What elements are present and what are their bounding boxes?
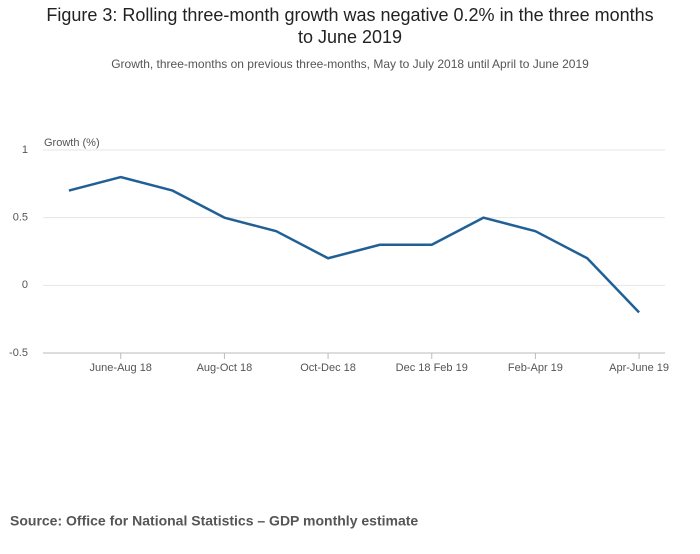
x-tick-label: Feb-Apr 19 bbox=[508, 362, 563, 374]
x-tick-label: Aug-Oct 18 bbox=[197, 362, 253, 374]
title-box: Figure 3: Rolling three-month growth was… bbox=[46, 5, 654, 47]
line-series bbox=[68, 175, 640, 314]
chart-title: Figure 3: Rolling three-month growth was… bbox=[46, 5, 654, 47]
y-tick-label: 0.5 bbox=[13, 212, 28, 224]
source: Source: Office for National Statistics –… bbox=[10, 513, 418, 529]
x-tick-label: Oct-Dec 18 bbox=[300, 362, 356, 374]
y-tick-label: -0.5 bbox=[9, 347, 28, 359]
x-tick-label: Dec 18 Feb 19 bbox=[396, 362, 468, 374]
chart-subtitle: Growth, three-months on previous three-m… bbox=[111, 57, 589, 71]
y-axis-label: Growth (%) bbox=[44, 137, 100, 149]
x-tick-label: Apr-June 19 bbox=[609, 362, 669, 374]
y-tick-label: 1 bbox=[22, 144, 28, 156]
y-tick-label: 0 bbox=[22, 279, 28, 291]
x-tick-label: June-Aug 18 bbox=[90, 362, 152, 374]
